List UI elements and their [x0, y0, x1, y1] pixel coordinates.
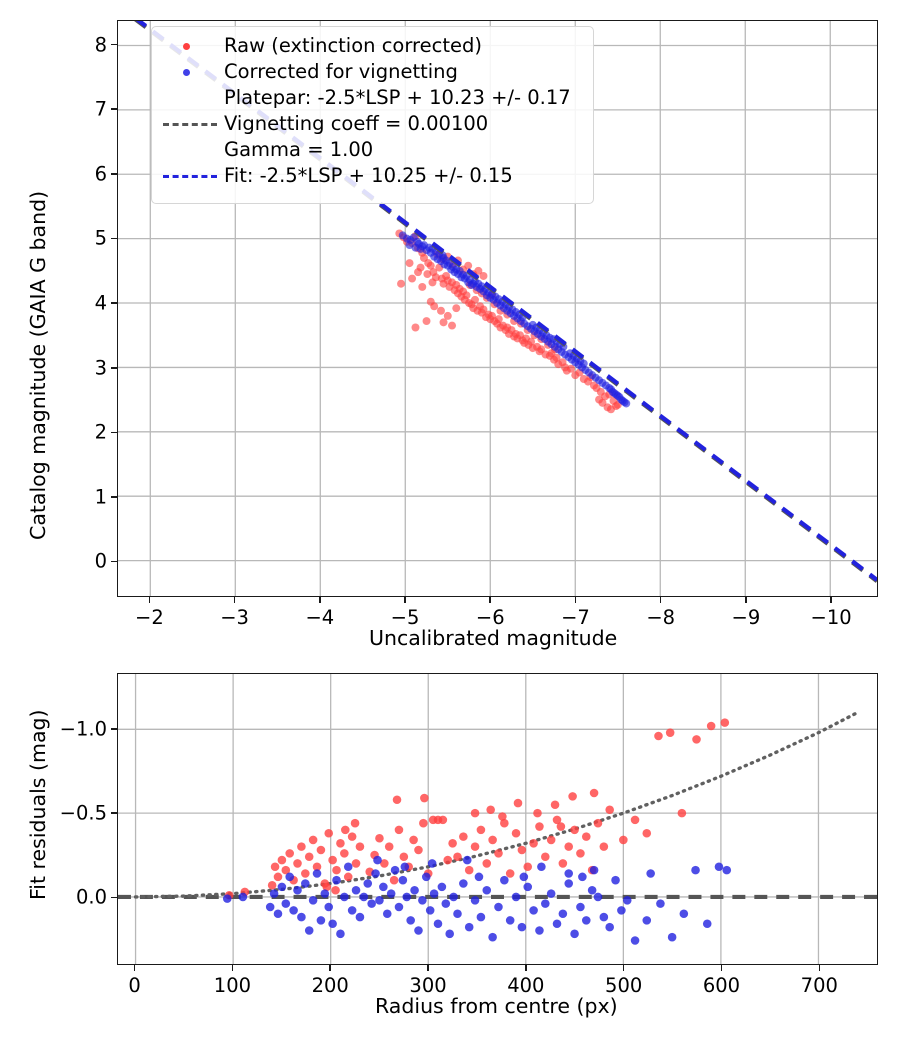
x-tick-label: −4: [305, 606, 335, 629]
legend-label: Vignetting coeff = 0.00100: [224, 112, 489, 135]
series-raw-extinction-corrected: [395, 229, 622, 414]
legend-dashed-line-icon: [157, 163, 219, 189]
x-axis-title-bottom: Radius from centre (px): [375, 994, 618, 1018]
x-tick-label: 600: [702, 974, 741, 997]
reference-lines: [118, 710, 877, 900]
y-tick-label: 7: [94, 97, 107, 121]
y-tick-label: 0: [94, 549, 107, 573]
x-tick-label: −5: [390, 606, 420, 629]
x-tick-label: 700: [800, 974, 838, 997]
x-tick-label: −6: [475, 606, 505, 629]
legend-entry: Platepar: -2.5*LSP + 10.23 +/- 0.17: [152, 85, 593, 111]
dot-icon: [183, 43, 190, 50]
legend-label: Corrected for vignetting: [224, 60, 458, 83]
residuals-scatter-plot: [118, 674, 877, 964]
legend-dot-marker-icon: [157, 33, 219, 59]
legend-label: Gamma = 1.00: [224, 138, 374, 161]
x-tick-label: −9: [731, 606, 761, 629]
line-vignetting-curve: [133, 710, 860, 899]
x-tick-label: 200: [311, 974, 349, 997]
scatter-points: [222, 718, 732, 945]
dashed-line-icon: [163, 123, 217, 126]
y-tick-label: 5: [94, 226, 107, 250]
dot-icon: [183, 69, 190, 76]
legend-label: Raw (extinction corrected): [224, 34, 482, 57]
y-tick-label: 4: [94, 291, 107, 315]
y-tick-label: 3: [94, 356, 107, 380]
legend-no-marker: [157, 85, 219, 111]
scatter-points: [395, 229, 631, 414]
y-tick-label: −0.5: [59, 801, 107, 825]
y-tick-label: 6: [94, 162, 107, 186]
y-tick-label: 2: [94, 420, 107, 444]
x-axis-title-top: Uncalibrated magnitude: [369, 626, 618, 650]
legend-entry: Raw (extinction corrected): [152, 33, 593, 59]
legend-dashed-line-icon: [157, 111, 219, 137]
y-tick-label: 0.0: [75, 885, 107, 909]
axes-fit-residuals: [117, 673, 878, 965]
grid-lines: [118, 674, 877, 964]
legend-label: Fit: -2.5*LSP + 10.25 +/- 0.15: [224, 164, 513, 187]
legend-label: Platepar: -2.5*LSP + 10.23 +/- 0.17: [224, 86, 571, 109]
series-corrected-for-vignetting: [398, 231, 631, 408]
x-tick-label: 0: [128, 974, 141, 997]
y-tick-label: −1.0: [59, 717, 107, 741]
series-corrected-for-vignetting: [222, 855, 732, 945]
legend-entry: Vignetting coeff = 0.00100: [152, 111, 593, 137]
y-axis-title-top: Catalog magnitude (GAIA G band): [26, 190, 50, 540]
dashed-line-icon: [163, 175, 217, 178]
y-tick-label: 8: [94, 33, 107, 57]
x-tick-label: 100: [213, 974, 252, 997]
x-tick-label: 500: [605, 974, 643, 997]
x-tick-label: 300: [409, 974, 447, 997]
legend-entry: Gamma = 1.00: [152, 137, 593, 163]
x-tick-label: −3: [220, 606, 249, 629]
legend-entry: Fit: -2.5*LSP + 10.25 +/- 0.15: [152, 163, 593, 189]
legend-box: Raw (extinction corrected) Corrected for …: [151, 26, 594, 204]
x-tick-label: −2: [135, 606, 164, 629]
legend-entry: Corrected for vignetting: [152, 59, 593, 85]
legend-no-marker: [157, 137, 219, 163]
legend-dot-marker-icon: [157, 59, 219, 85]
x-tick-label: −10: [810, 606, 852, 629]
y-axis-title-bottom: Fit residuals (mag): [26, 709, 50, 900]
x-tick-label: 400: [507, 974, 545, 997]
x-tick-label: −7: [561, 606, 590, 629]
x-tick-label: −8: [646, 606, 676, 629]
y-tick-label: 1: [94, 485, 107, 509]
